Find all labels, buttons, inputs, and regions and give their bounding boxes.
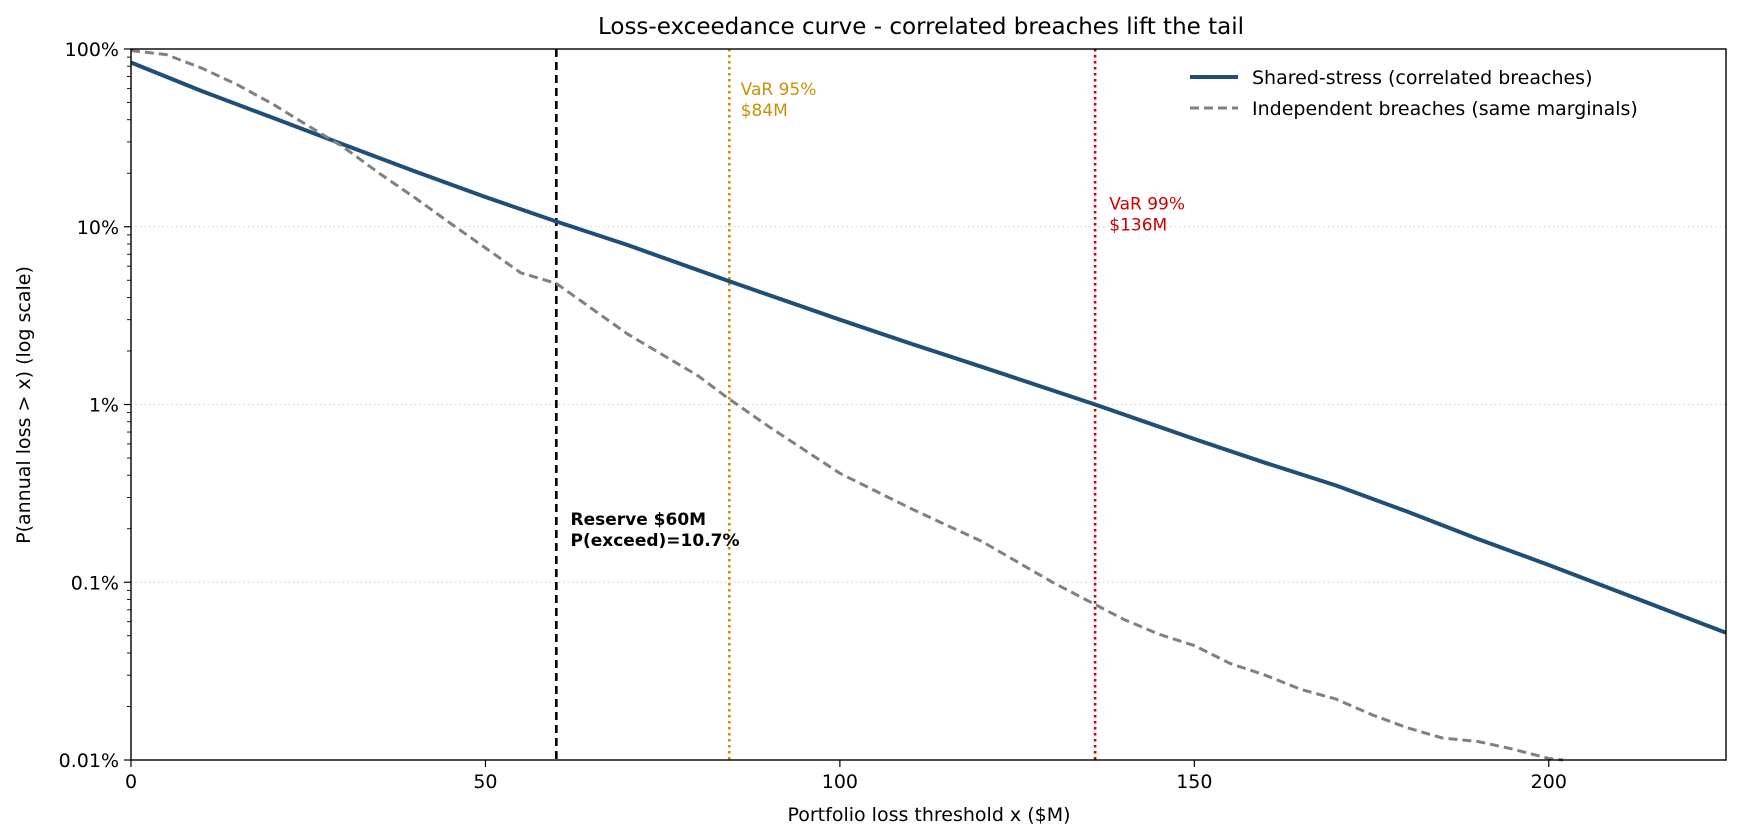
series-line-0 bbox=[130, 60, 1727, 635]
annotation-text: Reserve $60M bbox=[571, 510, 707, 530]
x-tick-label: 50 bbox=[473, 771, 497, 793]
y-tick-label: 10% bbox=[77, 217, 119, 239]
legend-label: Independent breaches (same marginals) bbox=[1252, 98, 1638, 120]
series-line-1 bbox=[130, 49, 1564, 762]
y-tick-label: 100% bbox=[65, 39, 119, 61]
legend-label: Shared-stress (correlated breaches) bbox=[1252, 67, 1593, 89]
x-tick-label: 0 bbox=[125, 771, 137, 793]
chart-title: Loss-exceedance curve - correlated breac… bbox=[598, 14, 1244, 40]
x-tick-label: 100 bbox=[822, 771, 858, 793]
series-lines bbox=[130, 49, 1727, 762]
grid bbox=[131, 226, 1726, 583]
y-axis-ticks: 0.01% 0.1% 1% 10% 100% bbox=[59, 39, 131, 772]
y-tick-label: 1% bbox=[89, 395, 119, 417]
x-tick-label: 200 bbox=[1531, 771, 1567, 793]
x-axis-label: Portfolio loss threshold x ($M) bbox=[787, 804, 1070, 826]
y-tick-label: 0.1% bbox=[71, 572, 119, 594]
annotation-text: VaR 95% bbox=[741, 80, 817, 100]
y-tick-label: 0.01% bbox=[59, 750, 119, 772]
annotation-text: $136M bbox=[1109, 216, 1167, 236]
legend: Shared-stress (correlated breaches) Indep… bbox=[1190, 67, 1638, 120]
annotation-text: $84M bbox=[741, 101, 788, 121]
annotation-text: P(exceed)=10.7% bbox=[571, 531, 740, 551]
annotations: VaR 95%$84M VaR 99%$136M Reserve $60MP(exc… bbox=[571, 80, 1185, 551]
x-axis-ticks: 0 50 100 150 200 bbox=[125, 760, 1567, 793]
x-tick-label: 150 bbox=[1176, 771, 1212, 793]
annotation-text: VaR 99% bbox=[1109, 195, 1185, 215]
y-axis-label: P(annual loss > x) (log scale) bbox=[13, 266, 35, 544]
